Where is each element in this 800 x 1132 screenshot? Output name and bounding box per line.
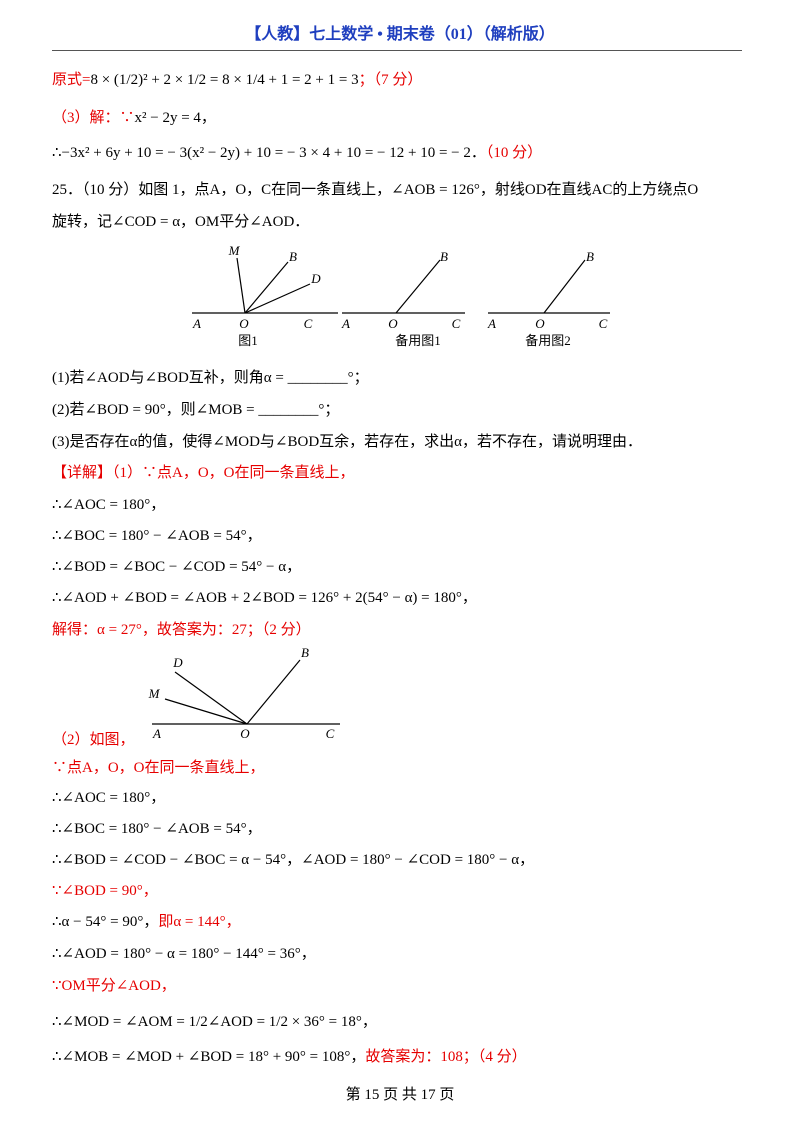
text-segment: 原式=	[52, 72, 91, 88]
text-line: ∵OM平分∠AOD，	[52, 976, 176, 996]
figure-2: B A O C 备用图1	[341, 249, 465, 348]
label: C	[304, 316, 313, 331]
figure-3: B A O C 备用图2	[487, 249, 610, 348]
text-line: ∴∠AOC = 180°，	[52, 495, 165, 515]
text-segment: ∴∠BOD = ∠COD − ∠BOC = α − 54°，∠AOD = 180…	[52, 852, 535, 868]
text-segment: ∴∠BOC = 180° − ∠AOB = 54°，	[52, 821, 262, 837]
text-line: ∴∠BOD = ∠COD − ∠BOC = α − 54°，∠AOD = 180…	[52, 850, 534, 870]
caption: 备用图2	[525, 333, 571, 348]
label: D	[172, 655, 183, 670]
label: B	[301, 645, 309, 660]
label: D	[310, 271, 321, 286]
text-segment: (2)若∠BOD = 90°，则∠MOB = ________°；	[52, 402, 340, 418]
text-segment: (3)是否存在α的值，使得∠MOD与∠BOD互余，若存在，求出α，若不存在，请说…	[52, 434, 643, 450]
text-segment: 8 × (1/2)² + 2 × 1/2 = 8 × 1/4 + 1 = 2 +…	[90, 72, 359, 88]
text-segment: ∴−3x² + 6y + 10 = − 3(x² − 2y) + 10 = − …	[52, 145, 486, 161]
label: M	[228, 243, 241, 258]
text-line: 25．（10 分）如图 1，点A，O，C在同一条直线上，∠AOB = 126°，…	[52, 180, 698, 200]
text-segment: 故答案为：108；（4 分）	[365, 1049, 527, 1065]
text-line: ∴∠AOC = 180°，	[52, 788, 165, 808]
label: O	[239, 316, 249, 331]
label: C	[326, 726, 335, 741]
label: B	[586, 249, 594, 264]
label: B	[440, 249, 448, 264]
text-segment: ；（7 分）	[358, 72, 423, 88]
text-line: ∴∠BOC = 180° − ∠AOB = 54°，	[52, 526, 262, 546]
header-rule	[52, 50, 742, 51]
text-segment: ∴∠AOC = 180°，	[52, 497, 166, 513]
header-title: 【人教】七上数学 • 期末卷（01）（解析版）	[245, 26, 555, 43]
text-line: (3)是否存在α的值，使得∠MOD与∠BOD互余，若存在，求出α，若不存在，请说…	[52, 432, 642, 452]
label: C	[599, 316, 608, 331]
text-segment: （3）解：∵	[52, 110, 135, 126]
text-line: （2）如图，	[52, 730, 135, 750]
text-line: （3）解：∵x² − 2y = 4，	[52, 108, 216, 128]
text-segment: ∴∠AOD = 180° − α = 180° − 144° = 36°，	[52, 946, 316, 962]
text-segment: ∵OM平分∠AOD，	[52, 978, 176, 994]
text-segment: ∴∠BOD = ∠BOC − ∠COD = 54° − α，	[52, 559, 302, 575]
text-line: ∴∠BOC = 180° − ∠AOB = 54°，	[52, 819, 262, 839]
text-line: ∴∠MOB = ∠MOD + ∠BOD = 18° + 90° = 108°，故…	[52, 1047, 527, 1067]
text-line: ∴∠BOD = ∠BOC − ∠COD = 54° − α，	[52, 557, 301, 577]
text-segment: 25．（10 分）如图 1，点A，O，C在同一条直线上，∠AOB = 126°，…	[52, 182, 699, 198]
label: C	[452, 316, 461, 331]
text-line: ∴−3x² + 6y + 10 = − 3(x² − 2y) + 10 = − …	[52, 143, 542, 163]
text-line: 解得：α = 27°，故答案为：27；（2 分）	[52, 620, 311, 640]
text-line: ∵点A，O，O在同一条直线上，	[52, 758, 265, 778]
footer: 第 15 页 共 17 页	[345, 1087, 455, 1103]
text-line: 【详解】（1）∵点A，O，O在同一条直线上，	[52, 463, 355, 483]
text-line: ∴∠AOD = 180° − α = 180° − 144° = 36°，	[52, 944, 316, 964]
label: O	[535, 316, 545, 331]
caption: 备用图1	[395, 333, 441, 348]
text-segment: ∴∠AOD + ∠BOD = ∠AOB + 2∠BOD = 126° + 2(5…	[52, 590, 477, 606]
text-line: 原式=8 × (1/2)² + 2 × 1/2 = 8 × 1/4 + 1 = …	[52, 70, 422, 90]
text-segment: x² − 2y = 4，	[134, 110, 216, 126]
text-segment: ∵点A，O，O在同一条直线上，	[52, 760, 265, 776]
text-line: ∴∠AOD + ∠BOD = ∠AOB + 2∠BOD = 126° + 2(5…	[52, 588, 477, 608]
text-segment: （2）如图，	[52, 732, 135, 748]
label: O	[240, 726, 250, 741]
text-segment: ∴α − 54° = 90°，	[52, 914, 159, 930]
text-line: ∵∠BOD = 90°，	[52, 881, 158, 901]
text-segment: ∴∠BOC = 180° − ∠AOB = 54°，	[52, 528, 262, 544]
text-segment: 即α = 144°，	[158, 914, 241, 930]
label: O	[388, 316, 398, 331]
text-segment: ∴∠MOD = ∠AOM = 1/2∠AOD = 1/2 × 36° = 18°…	[52, 1014, 377, 1030]
label: A	[192, 316, 201, 331]
label: B	[289, 249, 297, 264]
caption: 图1	[238, 333, 258, 348]
text-segment: ∴∠AOC = 180°，	[52, 790, 166, 806]
figure-1: M B D A O C 图1	[192, 243, 338, 348]
figure-4: D M B A O C	[148, 645, 340, 741]
label: A	[152, 726, 161, 741]
label: A	[341, 316, 350, 331]
text-segment: 【详解】（1）∵点A，O，O在同一条直线上，	[52, 465, 355, 481]
text-segment: ∴∠MOB = ∠MOD + ∠BOD = 18° + 90° = 108°，	[52, 1049, 366, 1065]
text-segment: 旋转，记∠COD = α，OM平分∠AOD．	[52, 214, 310, 230]
text-segment: 解得：α = 27°，故答案为：27；（2 分）	[52, 622, 311, 638]
text-line: (1)若∠AOD与∠BOD互补，则角α = ________°；	[52, 368, 369, 388]
text-line: ∴∠MOD = ∠AOM = 1/2∠AOD = 1/2 × 36° = 18°…	[52, 1012, 377, 1032]
text-segment: ∵∠BOD = 90°，	[52, 883, 158, 899]
text-segment: （10 分）	[485, 145, 543, 161]
text-segment: (1)若∠AOD与∠BOD互补，则角α = ________°；	[52, 370, 369, 386]
label: A	[487, 316, 496, 331]
text-line: ∴α − 54° = 90°，即α = 144°，	[52, 912, 241, 932]
text-line: (2)若∠BOD = 90°，则∠MOB = ________°；	[52, 400, 339, 420]
text-line: 旋转，记∠COD = α，OM平分∠AOD．	[52, 212, 309, 232]
label: M	[148, 686, 161, 701]
